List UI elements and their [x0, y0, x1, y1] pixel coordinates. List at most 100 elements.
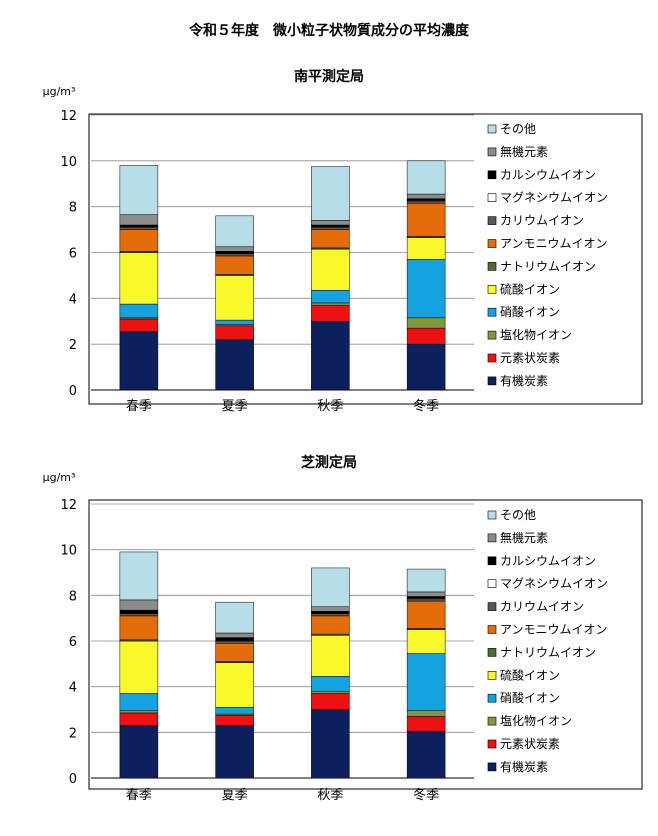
bar-segment-9 — [119, 224, 159, 228]
x-tick-label: 秋季 — [317, 399, 343, 414]
legend-label: カルシウムイオン — [500, 168, 596, 182]
legend-swatch — [487, 193, 497, 202]
bar-segment-11 — [119, 165, 159, 215]
bar-segment-11 — [119, 551, 159, 601]
bar-segment-6 — [311, 615, 350, 635]
x-tick-label: 春季 — [126, 399, 152, 414]
bar-segment-3 — [215, 706, 254, 715]
bar-segment-4 — [215, 275, 254, 321]
bar-segment-3 — [119, 693, 159, 711]
legend-label: マグネシウムイオン — [500, 577, 608, 591]
chart-frame — [88, 499, 643, 790]
bar-segment-0 — [406, 730, 446, 779]
bar-segment-9 — [311, 611, 350, 614]
bar-segment-10 — [215, 632, 254, 638]
bar-segment-4 — [311, 635, 350, 677]
bar-segment-0 — [215, 725, 254, 779]
legend-label: 硝酸イオン — [500, 690, 560, 705]
bar-segment-4 — [406, 237, 446, 260]
bar-segment-3 — [311, 676, 350, 692]
legend-label: その他 — [500, 508, 536, 522]
bar-segment-11 — [311, 166, 350, 221]
y-tick-label: 0 — [69, 772, 77, 787]
bar-segment-9 — [215, 251, 254, 254]
bar-segment-3 — [406, 259, 446, 319]
bar-segment-11 — [406, 568, 446, 593]
legend-swatch — [487, 330, 497, 340]
y-tick-label: 2 — [69, 726, 77, 741]
legend-swatch — [487, 284, 497, 294]
bar-segment-0 — [119, 331, 159, 391]
legend-swatch — [487, 762, 497, 772]
x-tick-label: 春季 — [126, 788, 152, 803]
bar-segment-0 — [406, 343, 446, 391]
y-tick-label: 10 — [60, 544, 77, 559]
legend-swatch — [487, 510, 497, 520]
bar-segment-6 — [406, 600, 446, 629]
legend-swatch — [487, 376, 497, 386]
legend-swatch — [487, 579, 497, 589]
legend-swatch — [487, 216, 497, 225]
chart-frame — [88, 113, 643, 405]
legend-label: その他 — [500, 122, 536, 136]
bar-segment-1 — [215, 714, 254, 726]
bar-segment-6 — [406, 202, 446, 237]
bar-segment-6 — [311, 229, 350, 249]
bar-segment-4 — [119, 640, 159, 694]
bar-segment-2 — [406, 317, 446, 329]
bar-segment-10 — [311, 220, 350, 226]
y-tick-label: 4 — [69, 292, 77, 307]
x-tick-label: 夏季 — [222, 788, 248, 803]
bar-segment-0 — [215, 339, 254, 391]
bar-segment-6 — [215, 255, 254, 275]
y-tick-label: 8 — [69, 201, 77, 216]
bar-segment-11 — [406, 160, 446, 195]
bar-segment-1 — [119, 318, 159, 332]
bar-segment-4 — [119, 252, 159, 305]
chart-title-shiba: 芝測定局 — [301, 455, 357, 471]
bar-segment-9 — [406, 198, 446, 201]
bar-segment-9 — [406, 596, 446, 599]
bar-segment-2 — [406, 710, 446, 717]
bar-segment-10 — [119, 599, 159, 611]
bar-segment-9 — [311, 224, 350, 228]
y-tick-label: 6 — [69, 247, 77, 262]
bar-segment-2 — [311, 302, 350, 306]
bar-segment-0 — [311, 321, 350, 391]
bar-segment-11 — [215, 215, 254, 248]
y-tick-label: 6 — [69, 635, 77, 650]
chart-minamidaira: μg/m³ 0 2 4 6 8 10 12 春季 夏季 秋季 冬季 その他無機元素カルシウムイオンマグネ… — [43, 85, 643, 414]
bar-segment-6 — [119, 229, 159, 252]
legend-swatch — [487, 170, 497, 180]
bar-segment-4 — [215, 662, 254, 708]
legend-label: 有機炭素 — [500, 373, 548, 388]
legend-label: マグネシウムイオン — [500, 191, 608, 205]
bar-segment-1 — [311, 304, 350, 322]
legend-label: 元素状炭素 — [500, 737, 560, 751]
legend-swatch — [487, 739, 497, 749]
legend-label: カルシウムイオン — [500, 554, 596, 568]
legend-label: 塩化物イオン — [500, 327, 572, 342]
legend-label: 塩化物イオン — [500, 713, 572, 728]
bar-segment-1 — [119, 712, 159, 726]
bar-segment-10 — [311, 606, 350, 612]
legend-swatch — [487, 533, 497, 543]
bar-segment-11 — [311, 567, 350, 608]
bar-segment-10 — [406, 591, 446, 597]
legend-label: ナトリウムイオン — [500, 645, 596, 659]
legend-swatch — [487, 693, 497, 703]
legend-label: アンモニウムイオン — [500, 623, 608, 637]
legend-swatch — [487, 670, 497, 680]
x-tick-label: 冬季 — [413, 787, 439, 803]
bar-segment-6 — [215, 643, 254, 662]
legend-swatch — [487, 353, 497, 363]
bar-segment-4 — [406, 629, 446, 654]
x-tick-label: 秋季 — [317, 788, 343, 803]
y-tick-label: 12 — [60, 498, 77, 513]
legend-label: アンモニウムイオン — [500, 237, 608, 251]
bar-segment-9 — [119, 609, 159, 614]
legend-swatch — [487, 556, 497, 566]
y-tick-label: 4 — [69, 681, 77, 696]
bar-segment-1 — [311, 693, 350, 710]
y-tick-label: 2 — [69, 338, 77, 353]
